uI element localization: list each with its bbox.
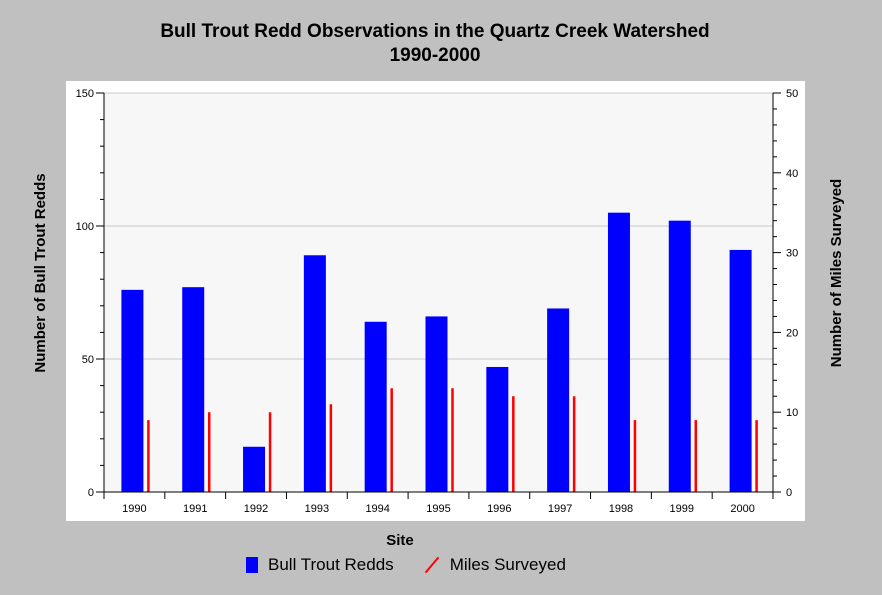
tick-labels: 0 50 100 150 0 10 20 30 40 50 1990 1991 1992 1993 1994… xyxy=(76,88,799,515)
bar-1993 xyxy=(303,255,326,492)
x-tick-label-1996: 1996 xyxy=(487,503,511,515)
legend: Bull Trout Redds Miles Surveyed xyxy=(246,553,566,577)
axes xyxy=(96,92,781,499)
x-tick-label-1990: 1990 xyxy=(122,503,146,515)
bar-1999 xyxy=(668,220,691,492)
legend-swatch-redds xyxy=(246,557,258,573)
x-axis-title: Site xyxy=(386,532,414,549)
y2-tick-label-0: 0 xyxy=(786,487,792,499)
bars-redds xyxy=(121,212,752,492)
bar-1997 xyxy=(547,308,570,492)
x-tick-label-1992: 1992 xyxy=(244,503,268,515)
y2-axis-title: Number of Miles Surveyed xyxy=(828,179,845,367)
x-tick-label-1991: 1991 xyxy=(183,503,207,515)
y2-tick-label-50: 50 xyxy=(786,88,798,100)
bar-1995 xyxy=(425,316,448,492)
bar-1994 xyxy=(364,321,387,492)
y-axis-title: Number of Bull Trout Redds xyxy=(32,173,49,372)
y-tick-label-100: 100 xyxy=(76,221,94,233)
x-tick-label-1994: 1994 xyxy=(365,503,389,515)
y2-tick-label-20: 20 xyxy=(786,327,798,339)
y-tick-label-50: 50 xyxy=(82,354,94,366)
bar-1990 xyxy=(121,289,144,492)
x-tick-label-1993: 1993 xyxy=(305,503,329,515)
x-tick-label-1999: 1999 xyxy=(670,503,694,515)
x-tick-label-1997: 1997 xyxy=(548,503,572,515)
chart-title-line-1: Bull Trout Redd Observations in the Quar… xyxy=(160,21,710,42)
legend-swatch-miles xyxy=(424,556,440,574)
lines-miles xyxy=(147,388,758,492)
bar-2000 xyxy=(729,249,752,492)
chart-title: Bull Trout Redd Observations in the Quar… xyxy=(0,20,870,68)
legend-label-miles: Miles Surveyed xyxy=(449,555,566,574)
x-tick-label-1995: 1995 xyxy=(426,503,450,515)
bar-1991 xyxy=(182,287,205,492)
y2-tick-label-30: 30 xyxy=(786,248,798,260)
y2-tick-label-40: 40 xyxy=(786,168,798,180)
x-tick-label-1998: 1998 xyxy=(609,503,633,515)
bar-1992 xyxy=(243,446,266,492)
y-tick-label-0: 0 xyxy=(88,487,94,499)
bar-1996 xyxy=(486,366,509,492)
legend-item-miles: Miles Surveyed xyxy=(424,555,566,575)
y-tick-label-150: 150 xyxy=(76,88,94,100)
chart-title-line-2: 1990-2000 xyxy=(389,45,481,66)
legend-item-redds: Bull Trout Redds xyxy=(246,555,394,575)
legend-label-redds: Bull Trout Redds xyxy=(268,555,394,574)
bar-1998 xyxy=(607,212,630,492)
y2-tick-label-10: 10 xyxy=(786,407,798,419)
x-tick-label-2000: 2000 xyxy=(730,503,754,515)
